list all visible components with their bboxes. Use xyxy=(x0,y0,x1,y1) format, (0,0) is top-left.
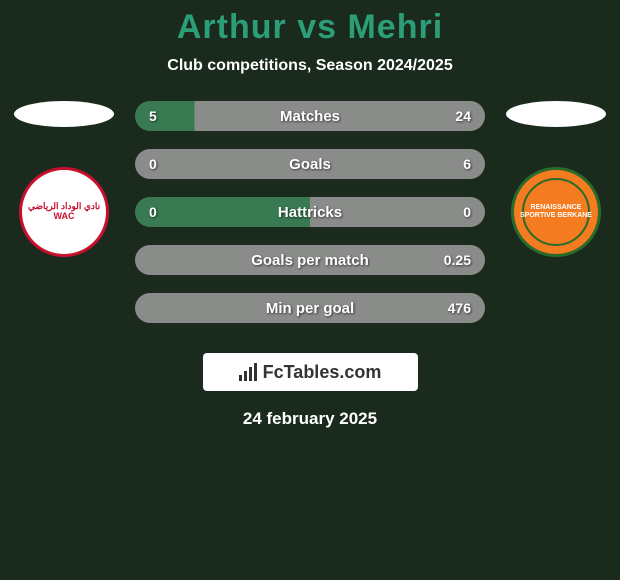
right-column: RENAISSANCE SPORTIVE BERKANE xyxy=(501,101,611,257)
chart-icon xyxy=(239,363,257,381)
vs-text: vs xyxy=(297,8,337,46)
stat-label: Goals per match xyxy=(251,252,369,269)
brand-badge: FcTables.com xyxy=(203,353,418,391)
stat-left-value: 0 xyxy=(149,204,157,220)
stat-label: Hattricks xyxy=(278,204,342,221)
stat-row: 0 Hattricks 0 xyxy=(135,197,485,227)
stat-row: 5 Matches 24 xyxy=(135,101,485,131)
stat-row: 0 Goals 6 xyxy=(135,149,485,179)
stat-label: Min per goal xyxy=(266,300,354,317)
stat-label: Matches xyxy=(280,108,340,125)
stat-label: Goals xyxy=(289,156,331,173)
stat-left-value: 0 xyxy=(149,156,157,172)
subtitle: Club competitions, Season 2024/2025 xyxy=(0,57,620,75)
wac-badge: نادي الوداد الرياضي WAC xyxy=(19,167,109,257)
stat-right-value: 6 xyxy=(463,156,471,172)
date-text: 24 february 2025 xyxy=(0,409,620,429)
stats-list: 5 Matches 24 0 Goals 6 0 Hattricks 0 Goals per ma… xyxy=(135,101,485,323)
stat-right-value: 0 xyxy=(463,204,471,220)
infographic-root: Arthur vs Mehri Club competitions, Seaso… xyxy=(0,0,620,429)
player1-silhouette xyxy=(14,101,114,127)
stat-right-value: 476 xyxy=(448,300,471,316)
brand-text: FcTables.com xyxy=(263,362,382,383)
stat-row: Min per goal 476 xyxy=(135,293,485,323)
wac-badge-text: نادي الوداد الرياضي WAC xyxy=(22,202,106,222)
rsb-badge-text: RENAISSANCE SPORTIVE BERKANE xyxy=(514,204,598,219)
left-column: نادي الوداد الرياضي WAC xyxy=(9,101,119,257)
player1-name: Arthur xyxy=(177,8,287,46)
stat-row: Goals per match 0.25 xyxy=(135,245,485,275)
player2-name: Mehri xyxy=(347,8,443,46)
stat-right-value: 24 xyxy=(455,108,471,124)
stat-left-value: 5 xyxy=(149,108,157,124)
rsb-badge: RENAISSANCE SPORTIVE BERKANE xyxy=(511,167,601,257)
content-row: نادي الوداد الرياضي WAC 5 Matches 24 0 Goals… xyxy=(0,101,620,323)
player2-silhouette xyxy=(506,101,606,127)
stat-right-value: 0.25 xyxy=(444,252,471,268)
title: Arthur vs Mehri xyxy=(0,8,620,47)
